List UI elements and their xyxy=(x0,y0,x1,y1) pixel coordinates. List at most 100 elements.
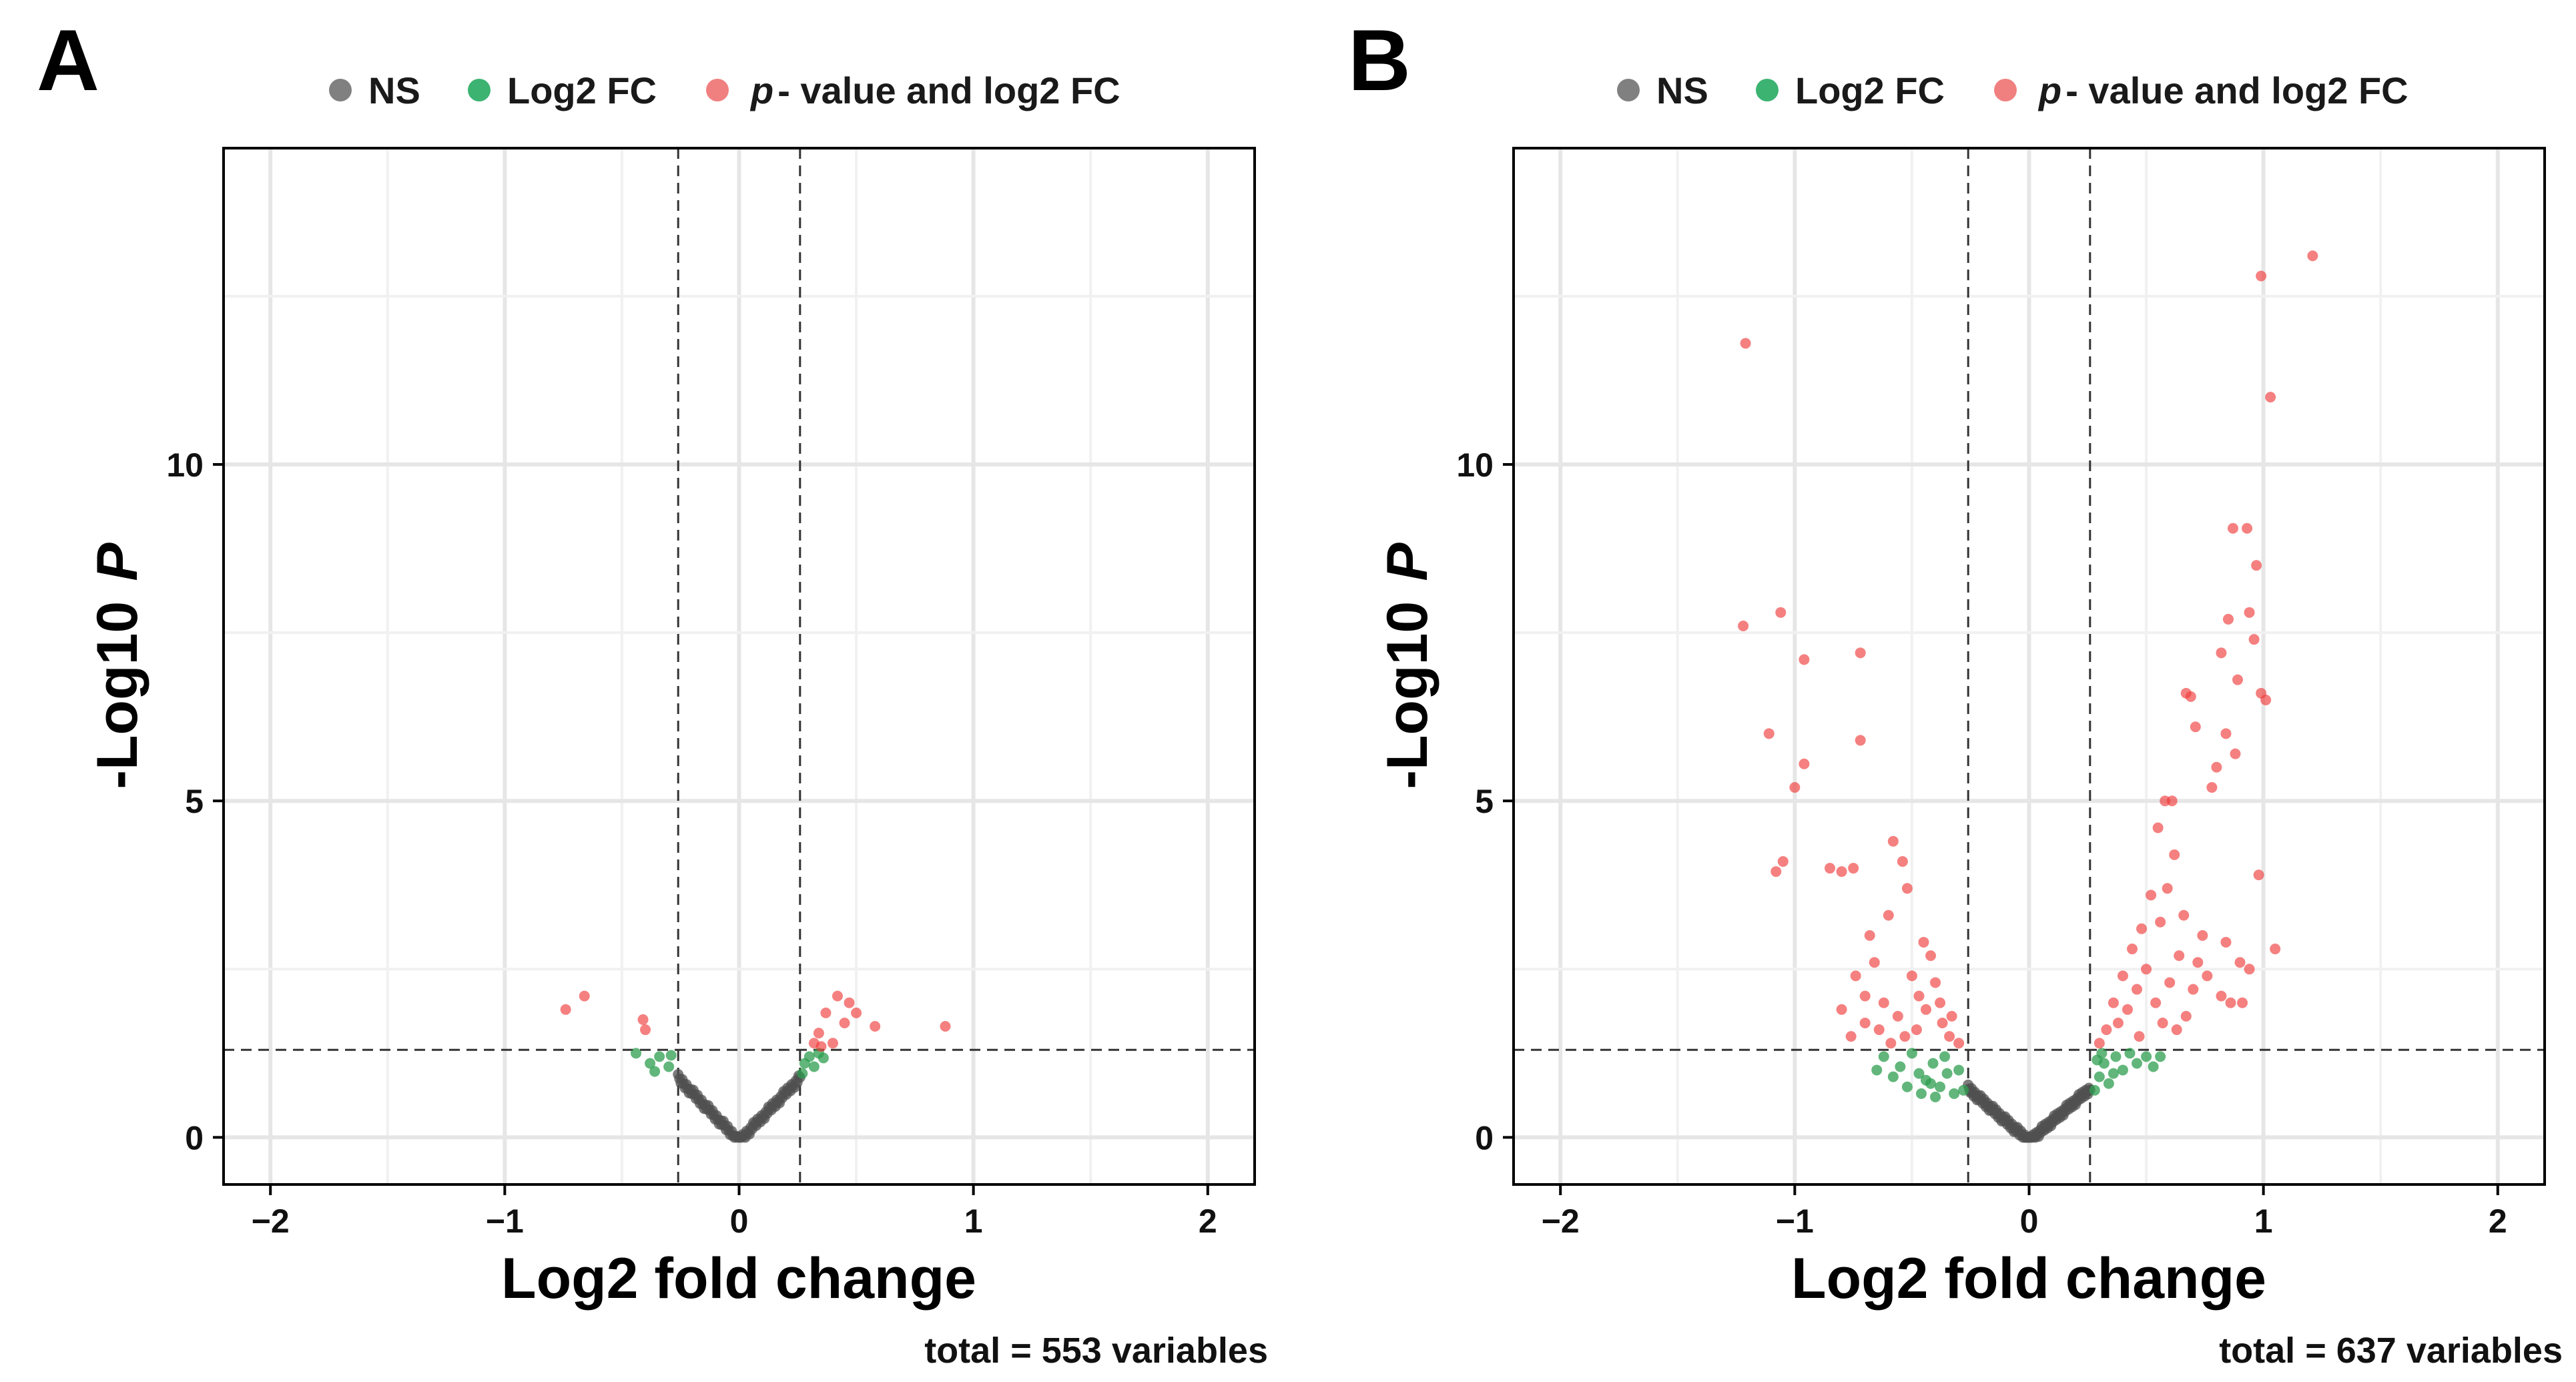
legend-label-pvalue-rest: - value and log2 FC xyxy=(777,69,1120,111)
cutoff-lines xyxy=(1514,148,2545,1184)
y-axis-ticks: 0 5 10 xyxy=(166,446,224,1156)
data-point-significant xyxy=(1869,957,1880,968)
panel-letter-b: B xyxy=(1348,11,1411,109)
legend-marker-ns xyxy=(329,79,352,101)
x-tick-label: −1 xyxy=(486,1202,524,1240)
data-point-significant xyxy=(1883,910,1894,921)
data-point-log2fc xyxy=(2089,1084,2100,1096)
data-point-significant xyxy=(2178,910,2190,921)
data-point-significant xyxy=(2216,990,2227,1002)
data-point-significant xyxy=(2253,870,2264,881)
data-point-significant xyxy=(2220,728,2232,739)
data-point-log2fc xyxy=(1871,1064,1883,1076)
data-point-log2fc xyxy=(803,1051,815,1062)
data-point-significant xyxy=(2251,560,2262,571)
data-point-significant xyxy=(1873,1024,1885,1036)
data-point-log2fc xyxy=(665,1050,677,1061)
x-axis-ticks: −2 −1 0 1 2 xyxy=(252,1184,1217,1240)
caption-total: total = 553 variables xyxy=(924,1331,1268,1371)
data-point-log2fc xyxy=(808,1061,820,1072)
data-point-significant xyxy=(816,1041,827,1052)
x-tick-label: 1 xyxy=(964,1202,983,1240)
data-point-log2fc xyxy=(1915,1088,1927,1099)
data-point-significant xyxy=(2270,944,2281,955)
data-point-significant xyxy=(2225,997,2236,1008)
data-point-significant xyxy=(1848,863,1859,874)
data-point-significant xyxy=(579,990,590,1002)
legend-label-log2fc: Log2 FC xyxy=(507,69,657,111)
data-point-significant xyxy=(1911,1024,1922,1036)
data-point-significant xyxy=(2242,523,2253,534)
data-point-significant xyxy=(2216,647,2227,659)
data-point-significant xyxy=(2180,1010,2192,1022)
data-point-significant xyxy=(1878,997,1889,1008)
data-point-significant xyxy=(1850,970,1861,982)
data-point-log2fc xyxy=(1939,1051,1951,1062)
data-point-significant xyxy=(1799,758,1810,769)
data-point-significant xyxy=(2265,392,2276,403)
legend: NS Log2 FC p- value and log2 FC xyxy=(329,69,1120,111)
data-point-significant xyxy=(832,990,843,1002)
data-point-significant xyxy=(844,997,855,1008)
y-tick-label: 5 xyxy=(1475,783,1494,820)
data-point-log2fc xyxy=(2110,1051,2122,1062)
data-point-significant xyxy=(1859,990,1871,1002)
data-point-significant xyxy=(1906,970,1917,982)
data-point-significant xyxy=(1855,735,1866,746)
data-point-significant xyxy=(2162,883,2173,894)
data-point-log2fc xyxy=(2148,1061,2159,1072)
y-tick-label: 0 xyxy=(1475,1119,1494,1156)
data-point-significant xyxy=(640,1024,651,1036)
data-point-log2fc xyxy=(2091,1054,2103,1066)
data-point-log2fc xyxy=(1901,1081,1913,1092)
data-point-log2fc xyxy=(1927,1058,1939,1069)
data-point-significant xyxy=(1930,977,1941,988)
y-tick-label: 0 xyxy=(185,1119,204,1156)
data-point-significant xyxy=(2127,944,2138,955)
data-point-significant xyxy=(2108,997,2119,1008)
data-point-significant xyxy=(1897,855,1908,867)
x-axis-title: Log2 fold change xyxy=(501,1247,976,1311)
data-point-log2fc xyxy=(1925,1078,1937,1089)
data-point-log2fc xyxy=(2141,1051,2152,1062)
data-point-significant xyxy=(2136,923,2148,934)
legend-marker-log2fc xyxy=(1756,79,1779,101)
legend-marker-pvalue xyxy=(706,79,729,101)
panel-letter-a: A xyxy=(37,11,99,109)
data-point-significant xyxy=(1899,1031,1911,1042)
data-point-significant xyxy=(2132,984,2143,995)
x-tick-label: 2 xyxy=(1199,1202,1217,1240)
data-point-significant xyxy=(1770,866,1782,878)
data-point-significant xyxy=(2190,721,2201,733)
data-point-log2fc xyxy=(2124,1048,2136,1059)
x-tick-label: 2 xyxy=(2489,1202,2507,1240)
x-tick-label: −2 xyxy=(252,1202,290,1240)
legend: NS Log2 FC p- value and log2 FC xyxy=(1617,69,2408,111)
data-point-significant xyxy=(1825,863,1836,874)
data-point-significant xyxy=(2152,822,2164,833)
data-point-significant xyxy=(2174,950,2185,962)
data-point-log2fc xyxy=(1935,1081,1946,1092)
data-point-significant xyxy=(637,1014,649,1025)
data-point-significant xyxy=(2171,1024,2182,1036)
data-point-significant xyxy=(1864,930,1875,941)
data-point-significant xyxy=(1918,936,1929,948)
data-point-log2fc xyxy=(1953,1064,1965,1076)
data-point-significant xyxy=(1855,647,1866,659)
data-point-significant xyxy=(2192,957,2204,968)
x-tick-label: −2 xyxy=(1542,1202,1580,1240)
data-point-significant xyxy=(2256,270,2267,282)
y-axis-title-italic: P xyxy=(1375,543,1439,581)
legend-label-pvalue: p- value and log2 FC xyxy=(749,69,1120,111)
data-point-significant xyxy=(1859,1017,1871,1028)
data-point-log2fc xyxy=(1949,1088,1960,1099)
data-point-log2fc xyxy=(649,1066,661,1077)
y-axis-title: -Log10 P xyxy=(1375,543,1439,789)
data-point-significant xyxy=(1763,728,1775,739)
data-point-log2fc xyxy=(645,1058,656,1069)
data-point-significant xyxy=(2220,936,2232,948)
grid xyxy=(1514,148,2545,1184)
y-tick-label: 10 xyxy=(1456,446,1494,484)
data-point-significant xyxy=(1892,1010,1903,1022)
y-axis-ticks: 0 5 10 xyxy=(1456,446,1514,1156)
